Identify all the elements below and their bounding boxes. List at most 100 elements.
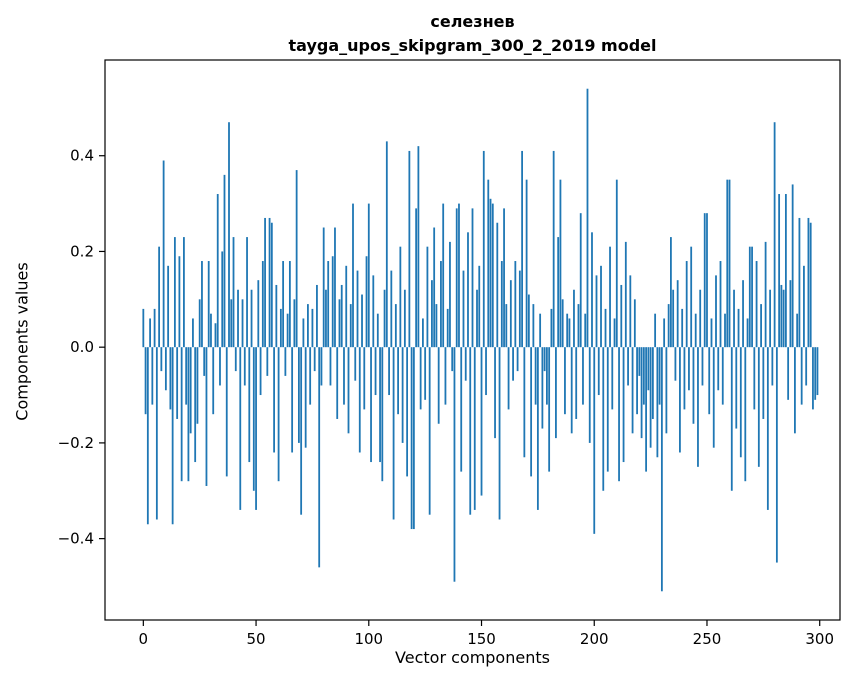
bar <box>557 237 560 348</box>
bar <box>234 347 237 372</box>
bar <box>403 289 406 348</box>
bar <box>412 347 415 530</box>
bar <box>692 347 695 424</box>
bar <box>697 347 699 467</box>
bar <box>755 261 758 348</box>
bar <box>469 347 472 515</box>
bar <box>706 213 708 348</box>
bar <box>291 347 294 453</box>
bar <box>203 347 206 376</box>
bar <box>399 246 402 348</box>
bar <box>703 213 706 348</box>
bar <box>379 347 381 463</box>
bar <box>782 289 785 348</box>
bar <box>261 261 264 348</box>
bar <box>250 289 253 348</box>
bar <box>363 347 366 410</box>
bar <box>685 261 688 348</box>
bar <box>422 318 424 348</box>
bar <box>437 347 440 424</box>
bar <box>629 275 632 348</box>
bar <box>656 347 659 458</box>
y-tick-label: 0.0 <box>70 338 94 356</box>
bar <box>327 261 330 348</box>
bar <box>728 179 731 348</box>
bar <box>710 318 713 348</box>
bar <box>812 347 814 410</box>
bar <box>566 313 569 348</box>
bar <box>331 256 334 348</box>
bar <box>640 347 643 439</box>
bar <box>478 265 481 348</box>
bar <box>464 347 467 381</box>
bar <box>460 347 463 472</box>
bar <box>225 347 228 477</box>
bar <box>548 347 551 472</box>
bar <box>690 246 693 348</box>
bar <box>679 347 681 453</box>
bar <box>518 270 521 348</box>
bar <box>543 347 546 372</box>
bar <box>609 246 611 348</box>
bar <box>151 347 154 405</box>
bar <box>712 347 715 448</box>
bar <box>717 347 720 391</box>
bar <box>627 347 629 386</box>
bar <box>559 179 562 348</box>
bar <box>453 347 456 582</box>
bar <box>146 347 149 525</box>
bar <box>645 347 647 472</box>
plot-frame <box>104 59 841 621</box>
bar <box>584 313 587 348</box>
bar <box>595 275 598 348</box>
bar <box>383 289 386 348</box>
bar <box>642 347 645 405</box>
bar <box>185 347 188 405</box>
bar <box>480 347 483 496</box>
bar <box>343 347 345 405</box>
bar <box>658 347 661 405</box>
bar <box>541 347 544 429</box>
bar <box>385 141 388 348</box>
bar <box>665 347 668 434</box>
bar <box>230 299 233 348</box>
bar <box>694 313 697 348</box>
bar <box>672 289 675 348</box>
bar <box>485 347 487 396</box>
bar <box>597 347 600 396</box>
bar <box>160 347 163 372</box>
bar <box>570 347 573 434</box>
bar <box>406 347 409 477</box>
bar <box>338 299 341 348</box>
bar <box>316 284 318 348</box>
bar <box>282 261 285 348</box>
bar <box>419 347 422 410</box>
bar <box>176 347 179 419</box>
bar <box>268 217 271 348</box>
bar <box>784 194 787 348</box>
bar <box>604 308 607 348</box>
bar <box>748 246 751 348</box>
bar <box>374 347 377 396</box>
bar <box>744 347 747 482</box>
bar <box>660 347 663 592</box>
bar <box>340 284 343 348</box>
bar <box>293 299 296 348</box>
bar <box>144 347 147 415</box>
bar <box>647 347 650 391</box>
bar <box>773 122 776 348</box>
bar <box>505 304 508 348</box>
bar <box>688 347 690 391</box>
bar <box>273 347 275 453</box>
bar <box>730 347 733 491</box>
bar <box>735 347 738 429</box>
bar <box>552 150 555 348</box>
bar <box>503 208 505 348</box>
bar <box>183 237 185 348</box>
bar <box>467 232 469 348</box>
bar <box>345 265 348 348</box>
bar <box>471 208 474 348</box>
bar <box>473 347 476 510</box>
bar <box>201 261 203 348</box>
bar <box>158 246 161 348</box>
